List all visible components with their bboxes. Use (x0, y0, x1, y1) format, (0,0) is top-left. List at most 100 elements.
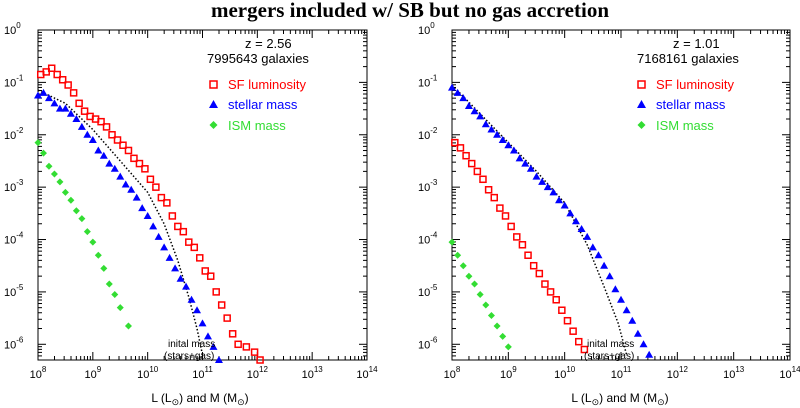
marker-sf-luminosity (569, 327, 577, 335)
marker-sf-luminosity (529, 261, 538, 270)
marker-stellar-mass (583, 232, 592, 240)
marker-sf-luminosity (456, 144, 465, 152)
y-tick-label: 10-4 (4, 231, 24, 247)
marker-stellar-mass (105, 159, 114, 167)
y-tick-label: 100 (4, 21, 21, 37)
marker-sf-luminosity (496, 204, 504, 212)
y-tick-label: 10-2 (418, 126, 438, 142)
marker-sf-luminosity (507, 222, 515, 231)
marker-ism-mass (465, 272, 473, 280)
marker-ism-mass (100, 264, 108, 272)
y-tick-label: 10-6 (418, 335, 438, 351)
x-tick-label: 108 (30, 365, 47, 381)
legend-marker-sf-left (209, 80, 218, 89)
marker-stellar-mass (44, 94, 53, 102)
marker-stellar-mass (470, 107, 479, 115)
marker-stellar-mass (187, 295, 196, 303)
x-tick-label: 1011 (611, 365, 632, 381)
initial-mass-label-left: inital mass (168, 339, 215, 350)
marker-sf-luminosity (130, 154, 138, 163)
marker-sf-luminosity (201, 267, 209, 275)
x-tick-label: 1012 (667, 365, 689, 381)
marker-sf-luminosity (157, 193, 166, 202)
marker-stellar-mass (605, 272, 614, 280)
marker-sf-luminosity (152, 183, 160, 191)
x-axis-label-right: L (L⊙) and M (M⊙) (571, 391, 668, 407)
marker-sf-luminosity (124, 146, 133, 155)
marker-stellar-mass (645, 350, 654, 358)
marker-sf-luminosity (250, 348, 259, 356)
marker-ism-mass (61, 188, 69, 196)
marker-stellar-mass (198, 319, 207, 327)
marker-stellar-mass (453, 88, 462, 96)
marker-stellar-mass (622, 306, 631, 314)
initial-mass-sublabel-left: (stars+gas) (164, 351, 214, 362)
marker-stellar-mass (639, 340, 648, 348)
marker-stellar-mass (464, 101, 473, 109)
marker-ism-mass (116, 304, 124, 312)
marker-stellar-mass (154, 232, 163, 240)
x-tick-label: 1013 (723, 365, 745, 381)
markers-left (34, 64, 264, 364)
marker-stellar-mass (127, 185, 136, 193)
marker-sf-luminosity (168, 212, 177, 220)
marker-sf-luminosity (563, 316, 572, 325)
legend-left: z = 2.56 7995643 galaxies SF luminosity … (207, 36, 309, 133)
marker-stellar-mass (182, 282, 191, 290)
y-tick-label: 10-1 (4, 73, 24, 89)
marker-stellar-mass (560, 201, 569, 209)
marker-sf-luminosity (575, 337, 583, 346)
galaxy-count-right: 7168161 galaxies (637, 51, 739, 66)
marker-sf-luminosity (80, 107, 89, 115)
marker-sf-luminosity (535, 269, 544, 278)
marker-stellar-mass (88, 136, 97, 143)
redshift-label-right: z = 1.01 (673, 36, 720, 51)
legend-label-ism-left: ISM mass (228, 118, 286, 133)
x-tick-label: 1012 (247, 365, 269, 381)
x-tick-label: 1010 (137, 365, 159, 381)
marker-sf-luminosity (135, 159, 144, 168)
marker-stellar-mass (121, 180, 130, 188)
marker-sf-luminosity (513, 233, 521, 241)
x-axis-label-left: L (L⊙) and M (M⊙) (151, 391, 248, 407)
x-tick-label: 1010 (554, 365, 576, 381)
legend-marker-stellar-left (209, 100, 218, 108)
marker-sf-luminosity (223, 314, 231, 322)
marker-sf-luminosity (185, 238, 193, 246)
x-tick-label: 109 (500, 365, 517, 381)
marker-sf-luminosity (490, 193, 498, 202)
marker-ism-mass (83, 228, 91, 236)
marker-stellar-mass (571, 217, 580, 225)
marker-sf-luminosity (462, 151, 470, 160)
marker-sf-luminosity (75, 99, 83, 108)
initial-mass-curve (451, 84, 628, 355)
marker-stellar-mass (61, 104, 70, 112)
marker-stellar-mass (99, 151, 108, 159)
marker-ism-mass (78, 215, 86, 223)
marker-stellar-mass (160, 243, 169, 251)
marker-stellar-mass (611, 285, 620, 293)
initial-mass-label-right: inital mass (587, 339, 634, 350)
legend-marker-stellar-right (637, 100, 646, 108)
marker-stellar-mass (487, 125, 496, 133)
marker-ism-mass (471, 280, 479, 288)
marker-stellar-mass (549, 188, 558, 196)
marker-stellar-mass (214, 356, 223, 363)
marker-stellar-mass (459, 94, 468, 102)
marker-stellar-mass (633, 329, 642, 337)
marker-stellar-mass (171, 264, 180, 272)
marker-ism-mass (94, 251, 102, 259)
marker-stellar-mass (504, 141, 513, 149)
marker-ism-mass (105, 280, 113, 288)
marker-stellar-mass (600, 261, 609, 269)
marker-stellar-mass (588, 243, 597, 251)
marker-ism-mass (56, 178, 64, 186)
marker-stellar-mass (72, 115, 81, 123)
markers-right (448, 83, 654, 358)
marker-sf-luminosity (179, 227, 188, 236)
marker-sf-luminosity (580, 345, 589, 354)
marker-ism-mass (124, 322, 132, 330)
marker-stellar-mass (476, 112, 485, 120)
marker-stellar-mass (509, 146, 518, 154)
